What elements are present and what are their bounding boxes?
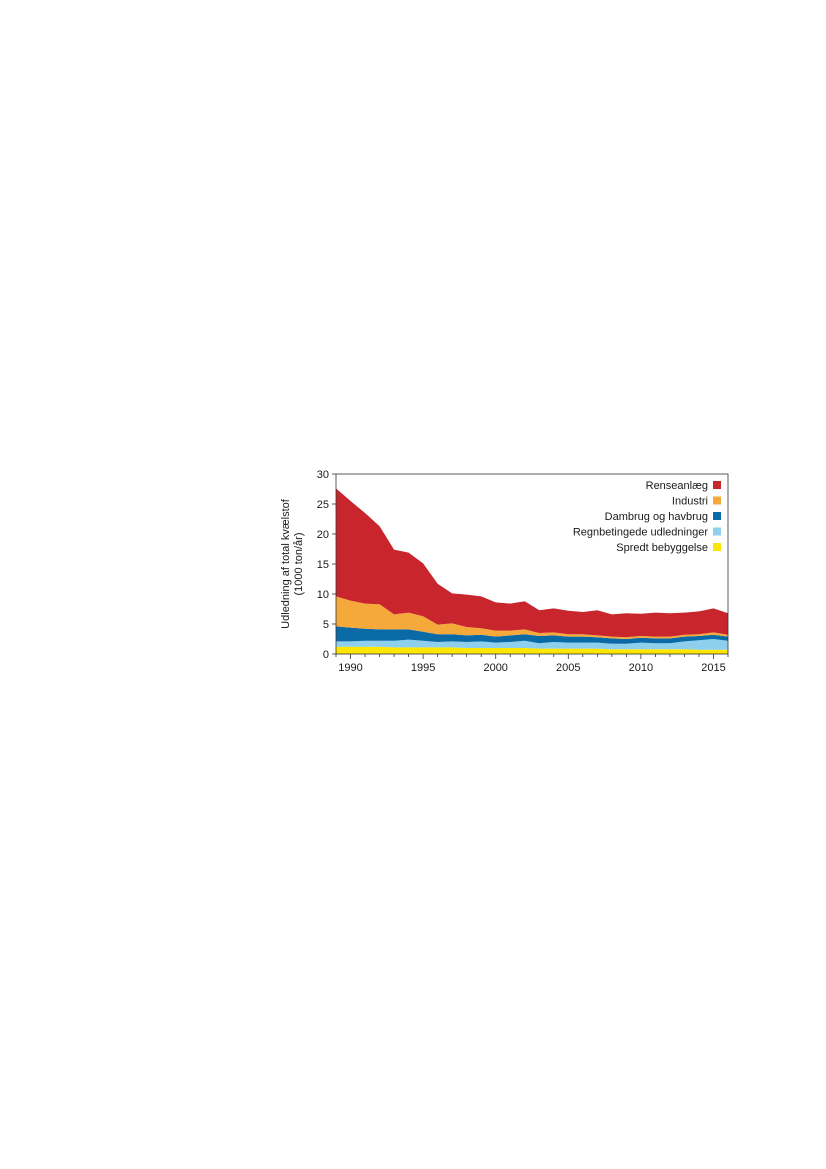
legend-label-renseanl-g: Renseanlæg — [646, 480, 708, 492]
y-tick-label: 15 — [317, 559, 329, 571]
x-tick-label: 2010 — [629, 662, 653, 674]
x-axis: 1990 1995 2000 2005 2010 2015 — [335, 654, 729, 674]
legend-label-industri: Industri — [672, 496, 708, 508]
legend-label-dambrug-og-havbrug: Dambrug og havbrug — [605, 511, 708, 523]
y-tick-label: 30 — [317, 469, 329, 481]
legend: Renseanlæg Industri Dambrug og havbrug Regn… — [573, 480, 721, 554]
y-tick-label: 5 — [323, 619, 329, 631]
x-tick-label: 1990 — [338, 662, 362, 674]
y-tick-label: 25 — [317, 499, 329, 511]
area-series-dambrug-og-havbrug — [336, 626, 728, 644]
stacked-areas — [336, 488, 728, 654]
area-series-spredt-bebyggelse — [336, 646, 728, 654]
area-series-industri — [336, 596, 728, 639]
legend-swatch-dambrug-og-havbrug — [713, 512, 721, 520]
legend-swatch-regnbetingede-udledninger — [713, 527, 721, 536]
y-tick-label: 10 — [317, 589, 329, 601]
y-axis-label-line2: (1000 ton/år) — [293, 533, 305, 596]
y-axis-label-line1: Udledning af total kvælstof — [280, 498, 292, 629]
area-series-regnbetingede-udledninger — [336, 639, 728, 650]
y-tick-label: 0 — [323, 649, 329, 661]
legend-label-regnbetingede-udledninger: Regnbetingede udledninger — [573, 527, 709, 539]
x-tick-label: 2000 — [483, 662, 507, 674]
x-tick-label: 2015 — [701, 662, 725, 674]
x-tick-label: 2005 — [556, 662, 580, 674]
x-tick-label: 1995 — [411, 662, 435, 674]
y-axis: 0 5 10 15 20 25 30 — [317, 469, 336, 661]
y-tick-label: 20 — [317, 529, 329, 541]
legend-swatch-renseanl-g — [713, 481, 721, 489]
area-series-renseanl-g — [336, 488, 728, 638]
legend-label-spredt-bebyggelse: Spredt bebyggelse — [616, 542, 708, 554]
legend-swatch-spredt-bebyggelse — [713, 543, 721, 551]
legend-swatch-industri — [713, 496, 721, 505]
